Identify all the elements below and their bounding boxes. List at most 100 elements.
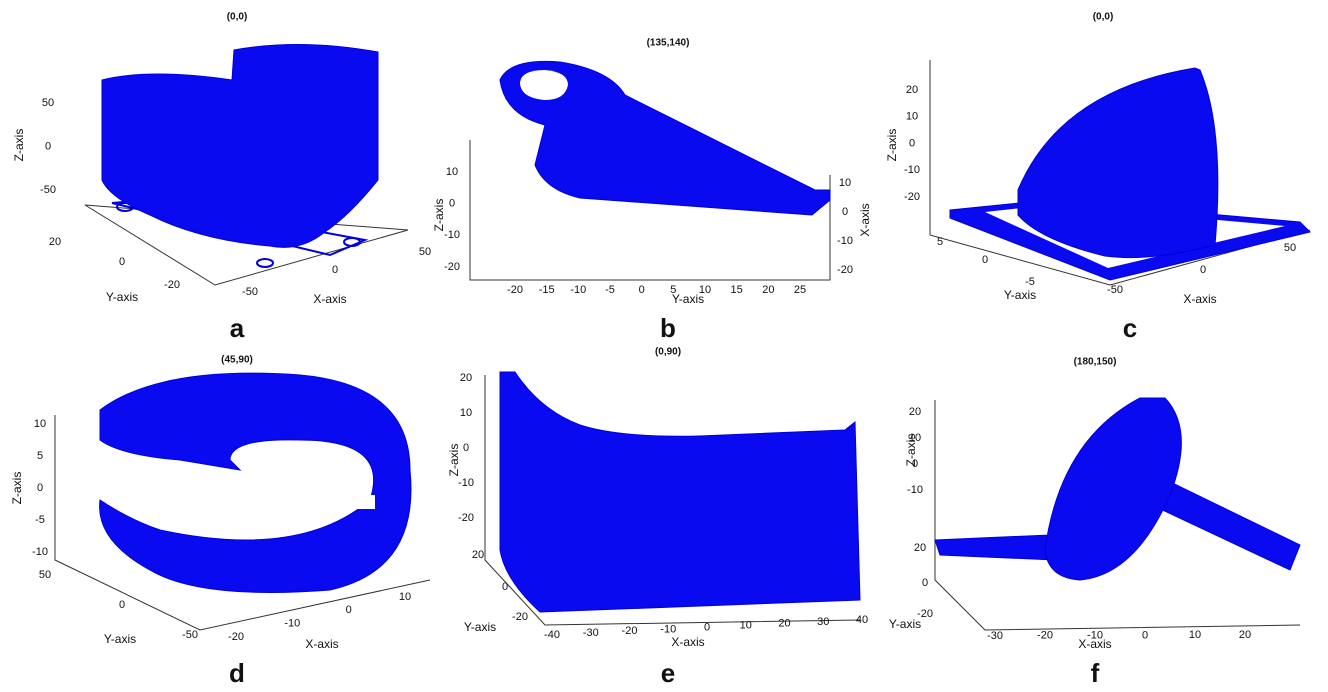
axis-label: Z-axis <box>12 129 26 162</box>
tick-label: -20 <box>458 512 474 524</box>
panel-title: (180,150) <box>1074 357 1117 368</box>
tick-label: 0 <box>37 482 43 494</box>
tick-label: -10 <box>284 618 300 630</box>
tick-label: -10 <box>907 484 923 496</box>
tick-label: 10 <box>34 418 46 430</box>
tick-label: -10 <box>1087 630 1103 642</box>
panel-letter: c <box>1123 313 1137 343</box>
axis-label: Z-axis <box>885 129 899 162</box>
tick-label: -40 <box>544 629 560 641</box>
tick-label: 10 <box>1189 629 1201 641</box>
tick-label: 0 <box>842 206 848 218</box>
tick-label: 10 <box>699 284 711 296</box>
tick-label: 20 <box>49 236 61 248</box>
tick-label: -20 <box>837 264 853 276</box>
panel-title: (0,0) <box>1093 12 1114 23</box>
tick-label: -30 <box>987 630 1003 642</box>
tick-label: 5 <box>670 284 676 296</box>
tick-label: -20 <box>507 284 523 296</box>
render-b <box>470 61 830 280</box>
tick-label: 0 <box>332 264 338 276</box>
tick-label: -10 <box>570 284 586 296</box>
panel-title: (0,0) <box>227 12 248 23</box>
tick-label: 10 <box>399 591 411 603</box>
tick-label: 0 <box>502 581 508 593</box>
axis-label: Z-axis <box>447 444 461 477</box>
tick-label: -20 <box>444 261 460 273</box>
axis-label: X-axis <box>671 635 704 649</box>
tick-label: -5 <box>1025 276 1035 288</box>
tick-label: -20 <box>917 608 933 620</box>
tick-label: 0 <box>1142 629 1148 641</box>
tick-label: 20 <box>460 372 472 384</box>
tick-label: -20 <box>164 279 180 291</box>
axis-label: Z-axis <box>10 472 24 505</box>
tick-label: -30 <box>583 627 599 639</box>
tick-label: 25 <box>794 284 806 296</box>
panel-letter: e <box>661 658 675 688</box>
figure: (0,0)aX-axis-50050Y-axis200-20Z-axis500-… <box>0 0 1328 692</box>
tick-label: -50 <box>242 286 258 298</box>
tick-label: -50 <box>1107 284 1123 296</box>
tick-label: -20 <box>512 611 528 623</box>
tick-label: -5 <box>605 284 615 296</box>
axis-label: Y-axis <box>1004 288 1036 302</box>
tick-label: 10 <box>740 620 752 632</box>
axis-label: X-axis <box>858 203 872 236</box>
tick-label: -20 <box>228 631 244 643</box>
panel-letter: d <box>229 658 245 688</box>
tick-label: -10 <box>444 229 460 241</box>
axis-label: Y-axis <box>104 632 136 646</box>
tick-label: -20 <box>622 625 638 637</box>
axis-label: X-axis <box>313 292 346 306</box>
tick-label: -20 <box>1037 630 1053 642</box>
tick-label: 20 <box>914 542 926 554</box>
tick-label: -5 <box>35 514 45 526</box>
tick-label: 0 <box>346 604 352 616</box>
tick-label: 30 <box>817 616 829 628</box>
tick-label: 50 <box>1284 242 1296 254</box>
render-d <box>55 373 430 630</box>
render-f <box>935 398 1300 630</box>
tick-label: 50 <box>419 246 431 258</box>
tick-label: 20 <box>1239 629 1251 641</box>
tick-label: 10 <box>906 111 918 123</box>
tick-label: -15 <box>539 284 555 296</box>
tick-label: -10 <box>32 546 48 558</box>
tick-label: 10 <box>460 407 472 419</box>
axis-label: Y-axis <box>464 620 496 634</box>
panel-letter: b <box>660 313 676 343</box>
tick-label: 0 <box>639 284 645 296</box>
tick-label: -10 <box>458 477 474 489</box>
tick-label: 5 <box>37 450 43 462</box>
tick-label: 5 <box>937 236 943 248</box>
axis-label: X-axis <box>305 637 338 651</box>
tick-label: -20 <box>904 191 920 203</box>
tick-label: 20 <box>909 406 921 418</box>
tick-label: 0 <box>912 458 918 470</box>
tick-label: -50 <box>40 184 56 196</box>
tick-label: 50 <box>42 97 54 109</box>
panel-title: (0,90) <box>655 347 681 358</box>
tick-label: -10 <box>660 623 676 635</box>
tick-label: 20 <box>472 549 484 561</box>
tick-label: 10 <box>446 166 458 178</box>
axis-label: X-axis <box>1183 292 1216 306</box>
tick-label: -50 <box>182 629 198 641</box>
tick-label: -10 <box>837 235 853 247</box>
tick-label: 50 <box>39 569 51 581</box>
tick-label: 0 <box>449 198 455 210</box>
tick-label: 40 <box>856 614 868 626</box>
render-a <box>85 44 408 285</box>
tick-label: 0 <box>1200 264 1206 276</box>
tick-label: 0 <box>45 140 51 152</box>
axis-label: Y-axis <box>106 290 138 304</box>
tick-label: 15 <box>731 284 743 296</box>
tick-label: -10 <box>904 164 920 176</box>
tick-label: 0 <box>982 254 988 266</box>
tick-label: 0 <box>119 599 125 611</box>
tick-label: 0 <box>909 137 915 149</box>
tick-label: 10 <box>909 432 921 444</box>
panel-title: (135,140) <box>647 38 690 49</box>
panel-letter: a <box>230 313 245 343</box>
